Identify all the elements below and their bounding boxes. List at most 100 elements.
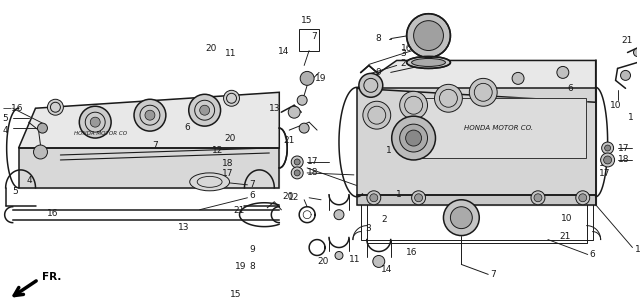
Circle shape [579, 194, 587, 202]
Text: 18: 18 [307, 168, 319, 178]
Text: 20: 20 [225, 134, 236, 143]
Text: 2: 2 [381, 215, 387, 224]
Text: 20: 20 [283, 192, 294, 201]
Circle shape [297, 95, 307, 105]
Polygon shape [357, 195, 596, 205]
Circle shape [134, 99, 166, 131]
Ellipse shape [189, 173, 230, 191]
Text: 5: 5 [12, 187, 18, 196]
Text: HONDA MOTOR CO: HONDA MOTOR CO [74, 131, 127, 136]
Circle shape [294, 159, 300, 165]
Text: 6: 6 [589, 250, 595, 259]
Text: 13: 13 [269, 104, 281, 113]
Text: 7: 7 [490, 270, 496, 279]
Circle shape [399, 124, 428, 152]
Text: 21: 21 [622, 36, 633, 45]
Text: 7: 7 [250, 180, 255, 189]
Text: 17: 17 [222, 169, 234, 178]
Circle shape [79, 106, 111, 138]
Text: 5: 5 [3, 114, 8, 123]
Text: 8: 8 [249, 262, 255, 271]
Circle shape [602, 142, 614, 154]
Text: 11: 11 [349, 255, 360, 264]
Text: 16: 16 [401, 44, 412, 53]
Text: 21: 21 [560, 232, 571, 241]
Text: 14: 14 [278, 47, 289, 56]
Circle shape [189, 94, 221, 126]
Polygon shape [408, 98, 586, 158]
Text: 19: 19 [235, 262, 246, 271]
Text: 1: 1 [386, 146, 392, 156]
Circle shape [557, 66, 569, 78]
Circle shape [399, 91, 428, 119]
Polygon shape [357, 88, 596, 195]
Circle shape [335, 252, 343, 260]
Circle shape [601, 153, 614, 167]
Text: 8: 8 [375, 34, 381, 43]
Text: 4: 4 [3, 126, 8, 135]
Circle shape [38, 123, 47, 133]
Text: 6: 6 [250, 191, 255, 200]
Text: 12: 12 [288, 193, 299, 202]
Text: 15: 15 [301, 16, 313, 25]
Text: 17: 17 [599, 169, 611, 178]
Circle shape [512, 72, 524, 84]
Circle shape [367, 191, 381, 205]
Text: 20: 20 [317, 257, 328, 266]
Text: 12: 12 [212, 146, 223, 156]
Text: 3: 3 [365, 224, 371, 233]
Circle shape [223, 90, 239, 106]
Polygon shape [19, 92, 279, 148]
Text: 6: 6 [184, 123, 190, 132]
Text: 10: 10 [561, 214, 573, 223]
Circle shape [200, 105, 210, 115]
Circle shape [373, 256, 385, 267]
Circle shape [444, 200, 479, 235]
Circle shape [300, 71, 314, 85]
Text: 13: 13 [178, 223, 189, 232]
Circle shape [294, 170, 300, 176]
Text: 21: 21 [233, 206, 244, 215]
Text: 20: 20 [205, 44, 217, 53]
Text: —16: —16 [3, 104, 23, 113]
Polygon shape [19, 148, 279, 188]
Circle shape [288, 106, 300, 118]
Circle shape [413, 21, 444, 51]
Text: 17: 17 [618, 144, 629, 152]
Text: 18: 18 [222, 159, 234, 168]
Text: 7: 7 [152, 141, 158, 150]
Circle shape [406, 130, 422, 146]
Text: 2: 2 [401, 59, 406, 68]
Text: 3: 3 [401, 49, 406, 58]
Circle shape [33, 145, 47, 159]
Text: FR.: FR. [42, 272, 62, 282]
Circle shape [469, 78, 497, 106]
Ellipse shape [406, 56, 451, 68]
Circle shape [605, 145, 611, 151]
Circle shape [435, 84, 462, 112]
Text: 6: 6 [568, 84, 573, 93]
Circle shape [451, 207, 472, 229]
Circle shape [531, 191, 545, 205]
Circle shape [604, 156, 612, 164]
Circle shape [363, 101, 390, 129]
Text: 19: 19 [315, 74, 326, 83]
Circle shape [370, 194, 378, 202]
Circle shape [291, 167, 303, 179]
Polygon shape [357, 60, 596, 102]
Text: 1: 1 [628, 113, 634, 122]
Circle shape [412, 191, 426, 205]
Text: 14: 14 [381, 265, 392, 274]
Circle shape [634, 48, 640, 56]
Text: HONDA MOTOR CO.: HONDA MOTOR CO. [463, 125, 532, 131]
Text: 18: 18 [599, 159, 611, 168]
Text: 16: 16 [47, 209, 58, 218]
Text: 1: 1 [396, 190, 401, 199]
Text: 11: 11 [225, 49, 236, 58]
Circle shape [359, 74, 383, 97]
Circle shape [334, 210, 344, 220]
Text: 16: 16 [406, 248, 417, 257]
Circle shape [299, 123, 309, 133]
Circle shape [47, 99, 63, 115]
Circle shape [392, 116, 435, 160]
